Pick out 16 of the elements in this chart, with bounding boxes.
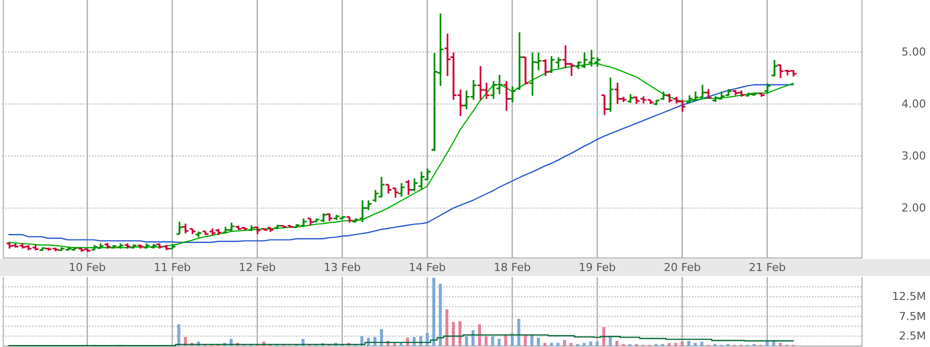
x-tick-label: 20 Feb [664,260,701,274]
y-tick-label: 2.5M [899,330,926,343]
x-tick-label: 18 Feb [494,260,531,274]
x-tick-label: 21 Feb [748,260,786,274]
x-tick-label: 14 Feb [408,260,446,274]
x-tick-label: 19 Feb [578,260,616,274]
y-tick-label: 2.00 [902,202,926,215]
y-tick-label: 12.5M [892,290,926,304]
y-tick-label: 5.00 [902,46,926,59]
x-tick-label: 11 Feb [154,260,191,274]
x-tick-label: 10 Feb [68,260,106,274]
y-tick-label: 7.5M [899,310,926,323]
y-tick-label: 4.00 [902,98,926,111]
x-tick-label: 12 Feb [238,260,276,274]
y-tick-label: 3.00 [902,150,926,163]
x-tick-label: 13 Feb [324,260,361,274]
